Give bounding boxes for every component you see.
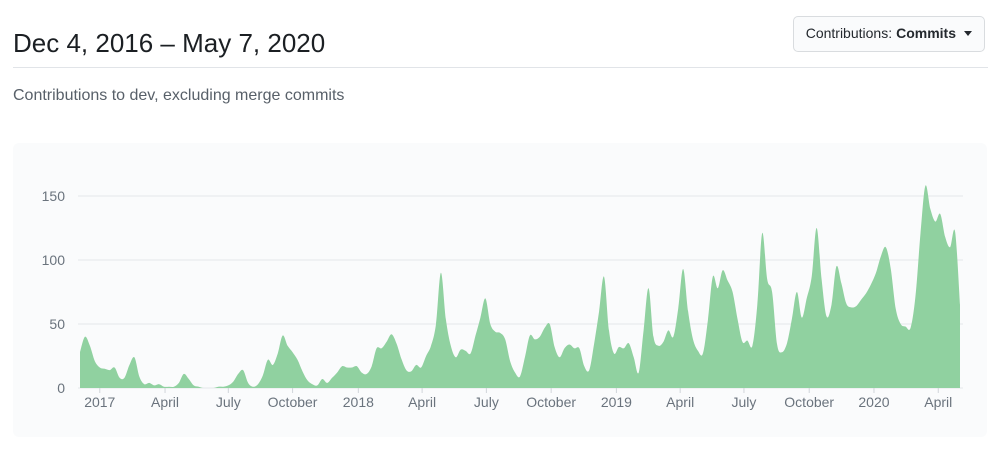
dropdown-caret-icon [964,31,972,37]
x-axis-label: 2017 [84,394,115,410]
x-axis-label: April [408,394,436,410]
x-axis-label: 2020 [858,394,889,410]
chart-subtitle: Contributions to dev, excluding merge co… [13,87,345,104]
x-axis-label: October [268,394,318,410]
x-axis-label: April [151,394,179,410]
x-axis-label: April [924,394,952,410]
chart-panel: 0 50 100 150 2017 April July October 2018 April Ju… [13,143,987,437]
x-axis-label: October [526,394,576,410]
y-axis-label: 50 [49,316,65,332]
contributions-filter-button[interactable]: Contributions: Commits [792,16,985,52]
date-range-title: Dec 4, 2016 – May 7, 2020 [13,28,326,59]
y-axis-label: 150 [42,188,66,204]
x-axis-label: July [216,394,241,410]
x-axis-label: July [732,394,757,410]
commits-area-series [80,185,960,388]
x-axis-label: 2018 [343,394,374,410]
commit-activity-chart[interactable]: 0 50 100 150 2017 April July October 2018 April Ju… [13,143,987,437]
x-axis-label: 2019 [601,394,632,410]
header-divider [13,67,988,68]
y-axis-label: 100 [42,252,66,268]
x-axis-label: July [474,394,499,410]
filter-prefix-label: Contributions: [805,25,893,41]
y-axis-label: 0 [57,380,65,396]
filter-selected-value: Commits [896,25,956,41]
x-axis-label: October [784,394,834,410]
x-axis-label: April [666,394,694,410]
